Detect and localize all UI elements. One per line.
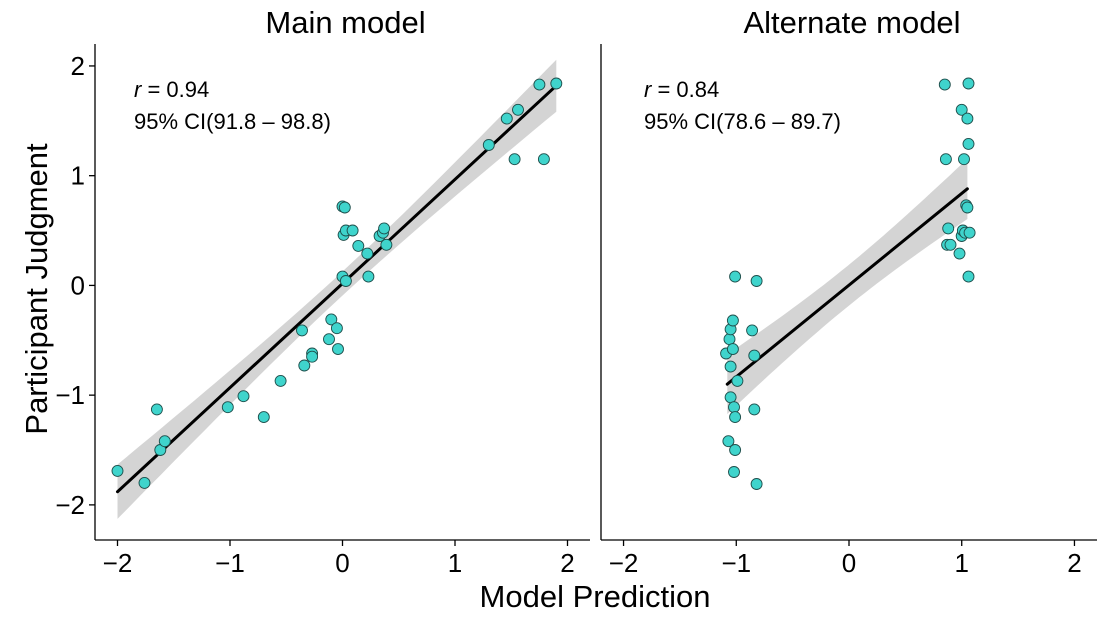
data-point	[729, 411, 742, 424]
data-point	[361, 247, 374, 260]
regression-line	[725, 187, 969, 386]
data-point	[962, 270, 975, 283]
data-point	[748, 349, 761, 362]
data-point	[722, 435, 735, 448]
data-point	[723, 333, 736, 346]
x-tick-label: −1	[721, 548, 751, 578]
data-point	[533, 78, 546, 91]
x-axis-title: Model Prediction	[480, 579, 711, 613]
data-point	[550, 77, 563, 90]
y-tick-label: 2	[71, 51, 85, 81]
y-tick-label: −2	[55, 490, 85, 520]
correlation-label: r = 0.94	[134, 77, 209, 102]
correlation-label: r = 0.84	[644, 77, 719, 102]
data-point	[339, 275, 352, 287]
data-point	[323, 333, 335, 346]
x-tick-label: −2	[103, 548, 133, 578]
x-tick-label: 0	[335, 548, 349, 578]
y-tick-label: −1	[55, 380, 85, 410]
data-point	[346, 224, 359, 237]
data-point	[111, 464, 124, 477]
data-point	[961, 112, 974, 125]
data-point	[298, 359, 311, 372]
data-point	[942, 222, 955, 235]
panel-1: −2 −1 0 1 2 −2 −1 0 1 2 Main model r = 0.94 95% CI(9…	[55, 5, 590, 578]
data-point	[296, 324, 308, 337]
data-point	[500, 112, 513, 125]
data-point	[726, 314, 739, 327]
data-point	[731, 374, 744, 387]
data-point	[726, 343, 739, 356]
data-point	[338, 201, 351, 214]
data-point	[237, 390, 250, 403]
y-tick-label: 0	[71, 270, 85, 300]
regression-line	[116, 84, 558, 494]
x-tick-label: −1	[215, 548, 245, 578]
data-point	[325, 313, 338, 326]
data-point	[724, 360, 737, 373]
data-point	[380, 238, 393, 251]
data-point	[306, 350, 319, 363]
data-point	[728, 466, 740, 478]
y-tick-label: 1	[71, 161, 85, 191]
data-point	[958, 153, 970, 166]
data-point	[158, 435, 171, 448]
x-tick-label: 2	[560, 548, 574, 578]
panel-title: Alternate model	[743, 5, 960, 40]
data-point	[378, 222, 391, 235]
data-point	[746, 324, 759, 337]
confidence-interval-label: 95% CI(78.6 – 89.7)	[644, 109, 841, 134]
data-point	[537, 153, 550, 166]
panel-2: −2 −1 0 1 2 Alternate model r = 0.84 95% CI(78.…	[600, 5, 1097, 578]
data-point	[961, 201, 974, 214]
data-point	[729, 270, 742, 283]
panel-title: Main model	[265, 5, 425, 40]
data-point	[728, 401, 740, 414]
data-point	[955, 103, 968, 116]
data-point	[508, 153, 521, 166]
data-point	[750, 478, 763, 490]
data-point	[138, 476, 151, 489]
x-tick-label: 2	[1067, 548, 1081, 578]
x-tick-label: 1	[954, 548, 968, 578]
data-point	[944, 238, 957, 251]
data-point	[963, 226, 976, 239]
data-point	[938, 78, 951, 91]
data-point	[482, 139, 495, 151]
data-point	[352, 239, 365, 252]
y-axis-title: Participant Judgment	[19, 143, 54, 435]
data-point	[750, 275, 763, 287]
data-point	[729, 444, 742, 456]
data-point	[221, 401, 234, 414]
data-point	[330, 322, 343, 335]
data-point	[150, 403, 163, 416]
x-tick-label: 0	[842, 548, 856, 578]
confidence-interval-label: 95% CI(91.8 – 98.8)	[134, 109, 331, 134]
data-point	[953, 247, 966, 260]
data-point	[748, 403, 761, 416]
data-point	[724, 391, 737, 404]
x-tick-label: 1	[448, 548, 462, 578]
data-point	[962, 77, 975, 90]
data-point	[362, 270, 375, 283]
data-point	[939, 153, 952, 166]
data-point	[257, 411, 270, 424]
data-point	[512, 103, 524, 116]
data-point	[962, 137, 975, 150]
data-point	[332, 343, 344, 356]
data-point	[274, 374, 287, 387]
x-tick-label: −2	[609, 548, 639, 578]
